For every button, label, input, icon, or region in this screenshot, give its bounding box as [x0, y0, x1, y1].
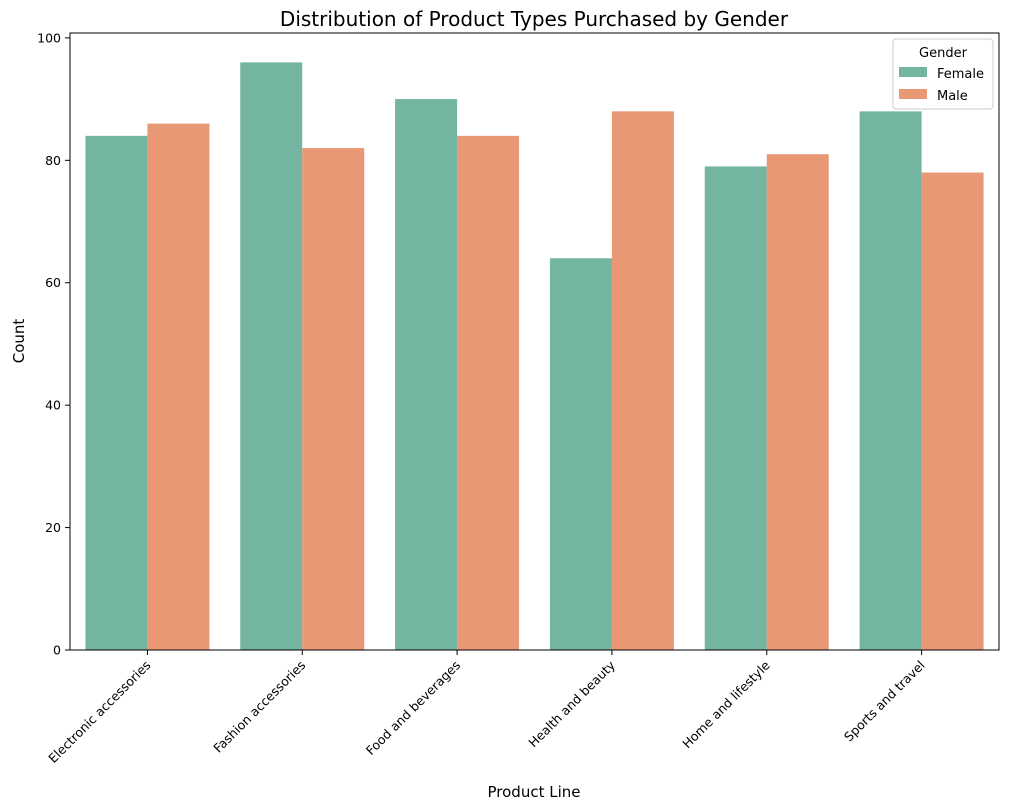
x-axis-label: Product Line [488, 783, 581, 801]
legend-label-female: Female [937, 67, 984, 82]
bar-female-home-and-lifestyle [704, 166, 767, 651]
bar-male-home-and-lifestyle [766, 154, 829, 651]
y-axis-ticks: 0 20 40 60 80 100 [37, 30, 70, 658]
bar-male-sports-and-travel [921, 172, 984, 651]
bar-male-health-and-beauty [611, 111, 674, 651]
bar-male-food-and-beverages [457, 135, 520, 651]
y-tick-label: 0 [53, 643, 61, 658]
chart-title: Distribution of Product Types Purchased … [280, 7, 789, 31]
y-tick-label: 20 [45, 520, 61, 535]
y-tick-label: 40 [45, 398, 61, 413]
plot-frame [69, 32, 1000, 651]
bars-group [85, 62, 984, 651]
bar-male-fashion-accessories [302, 148, 365, 651]
y-tick-label: 100 [37, 30, 61, 45]
legend-swatch-female [899, 67, 927, 77]
bar-female-health-and-beauty [549, 258, 612, 650]
y-tick-label: 80 [45, 153, 61, 168]
bar-female-sports-and-travel [859, 111, 922, 651]
bar-male-electronic-accessories [147, 123, 210, 651]
legend-title: Gender [919, 46, 968, 61]
bar-female-fashion-accessories [240, 62, 303, 650]
y-tick-label: 60 [45, 275, 61, 290]
bar-female-electronic-accessories [85, 135, 148, 651]
bar-female-food-and-beverages [395, 99, 458, 651]
legend-label-male: Male [937, 89, 968, 104]
legend: Gender Female Male [892, 38, 994, 110]
legend-swatch-male [899, 89, 927, 99]
y-axis-label: Count [10, 319, 28, 364]
